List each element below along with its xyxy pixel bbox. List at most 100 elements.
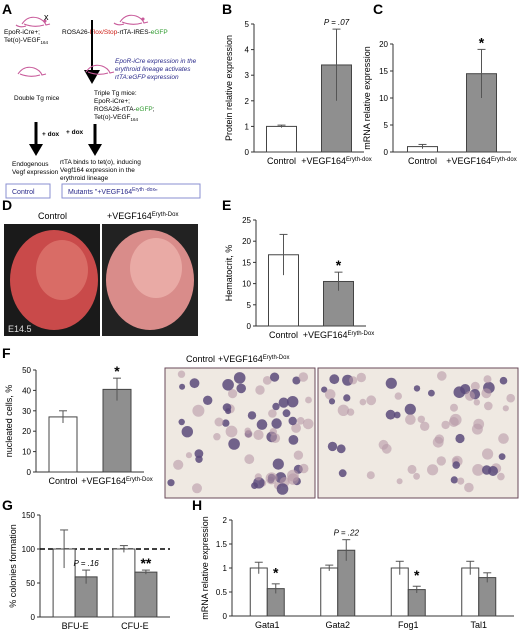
cell-dot (189, 378, 200, 389)
cell-dot (381, 443, 392, 454)
cell-dot (268, 409, 277, 418)
category-label: Control (269, 330, 298, 340)
parent2-genotype: ROSA26-Flox/Stop-rtTA-IRES-eGFP (62, 29, 168, 36)
category-label: Control (408, 156, 437, 166)
y-tick-label: 10 (379, 94, 388, 103)
parent1-line2: Tet(o)-VEGF164 (4, 37, 48, 45)
cell-dot (253, 429, 264, 440)
d-mutant-label: +VEGF164Eryth-Dox (107, 211, 178, 221)
cell-dot (470, 381, 480, 391)
left-result-line1: Endogenous (12, 161, 49, 168)
y-tick-label: 5 (245, 20, 250, 29)
panel-letter-a: A (2, 1, 12, 17)
y-tick-label: 50 (22, 366, 31, 375)
control-box (5, 183, 51, 199)
y-tick-label: 4 (245, 46, 250, 55)
category-label: Control (48, 476, 77, 486)
parent1-line1: EpoR-iCre+; (4, 29, 40, 36)
cell-dot (178, 418, 185, 426)
cell-dot (441, 420, 450, 430)
y-tick-label: 20 (22, 427, 31, 436)
arrow-left-dox (29, 122, 43, 156)
cell-dot (502, 405, 509, 412)
cell-dot (482, 465, 492, 475)
cell-dot (417, 415, 425, 423)
cell-dot (428, 389, 435, 397)
cell-dot (287, 469, 299, 482)
cell-dot (465, 390, 475, 401)
cell-dot (483, 375, 492, 384)
annotation-star: * (273, 565, 279, 581)
annotation-p: P = .16 (73, 559, 99, 568)
annotation-star: ** (140, 555, 151, 571)
right-result-line2: Vegf164 expression in the (60, 167, 135, 174)
bar (112, 548, 136, 618)
y-tick-label: 150 (22, 511, 36, 520)
triple-line1: Triple Tg mice: (94, 90, 137, 97)
category-label: +VEGF164Eryth-Dox (81, 476, 152, 486)
cell-dot (324, 389, 336, 400)
triple-line3: ROSA26-rtTA-eGFP; (94, 106, 155, 113)
cell-dot (244, 427, 251, 434)
panel-letter-d: D (2, 197, 12, 213)
category-label: +VEGF164Eryth-dox (446, 156, 516, 166)
cell-dot (473, 399, 480, 406)
y-tick-label: 0 (31, 613, 36, 622)
y-axis-label: Hematocrit, % (224, 245, 234, 302)
mutants-box-label: Mutants "+VEGF164Eryth -dox" (68, 187, 158, 196)
chart-panel-e: 0 5 10 15 20 25 Hematocrit, % Control +VEGF164Er… (224, 216, 374, 340)
cell-dot (449, 413, 462, 426)
panel-letter-g: G (2, 497, 13, 513)
cell-dot (432, 436, 444, 448)
cell-dot (359, 398, 367, 406)
panel-f-micrographs: Control +VEGF164Eryth-Dox (164, 354, 519, 499)
cell-dot (452, 461, 461, 469)
cell-dot (282, 409, 291, 418)
d-control-label: Control (38, 211, 67, 221)
cell-dot (272, 458, 284, 470)
left-result-line2: Vegf expression (12, 169, 59, 176)
cell-dot (413, 472, 420, 480)
right-dox-label: + dox (66, 129, 84, 136)
y-tick-label: 1 (245, 122, 250, 131)
cell-dot (262, 376, 272, 385)
mouse-icon-triple (85, 64, 115, 75)
y-tick-label: 25 (242, 216, 251, 225)
cell-dot (287, 396, 299, 408)
cell-dot (366, 471, 375, 480)
cell-dot (453, 386, 466, 399)
category-label: Control (267, 156, 296, 166)
category-label: Tal1 (470, 620, 487, 630)
f-control-label: Control (186, 354, 215, 364)
y-tick-label: 1 (223, 564, 228, 573)
cell-dot (254, 473, 262, 481)
cell-dot (181, 426, 193, 438)
cell-dot (192, 404, 205, 417)
cell-dot (288, 435, 299, 445)
cell-dot (194, 449, 204, 458)
chart-panel-c: 0 5 10 15 20 mRNA relative expression Control +… (362, 34, 517, 166)
annotation-p: P = .07 (324, 18, 350, 27)
cell-dot (276, 483, 289, 495)
cell-dot (222, 379, 234, 391)
cell-dot (471, 423, 483, 435)
y-axis-label: mRNA relative expression (200, 516, 210, 620)
cell-dot (225, 408, 232, 415)
cell-dot (251, 482, 258, 489)
cell-dot (255, 385, 265, 395)
control-box-label: Control (12, 189, 35, 196)
panel-letter-b: B (222, 1, 232, 17)
cell-dot (450, 476, 458, 484)
y-tick-label: 0 (223, 612, 228, 621)
panel-letter-f: F (2, 345, 11, 361)
cell-dot (278, 397, 289, 408)
cell-dot (291, 423, 301, 433)
cell-dot (167, 479, 175, 487)
cell-dot (292, 376, 301, 385)
cell-dot (269, 428, 277, 436)
chart-panel-g: 0 50 100 150 % colonies formation BFU-E CFU-E P… (8, 511, 170, 631)
bar (134, 571, 158, 618)
double-tg-label: Double Tg mice (14, 95, 60, 102)
